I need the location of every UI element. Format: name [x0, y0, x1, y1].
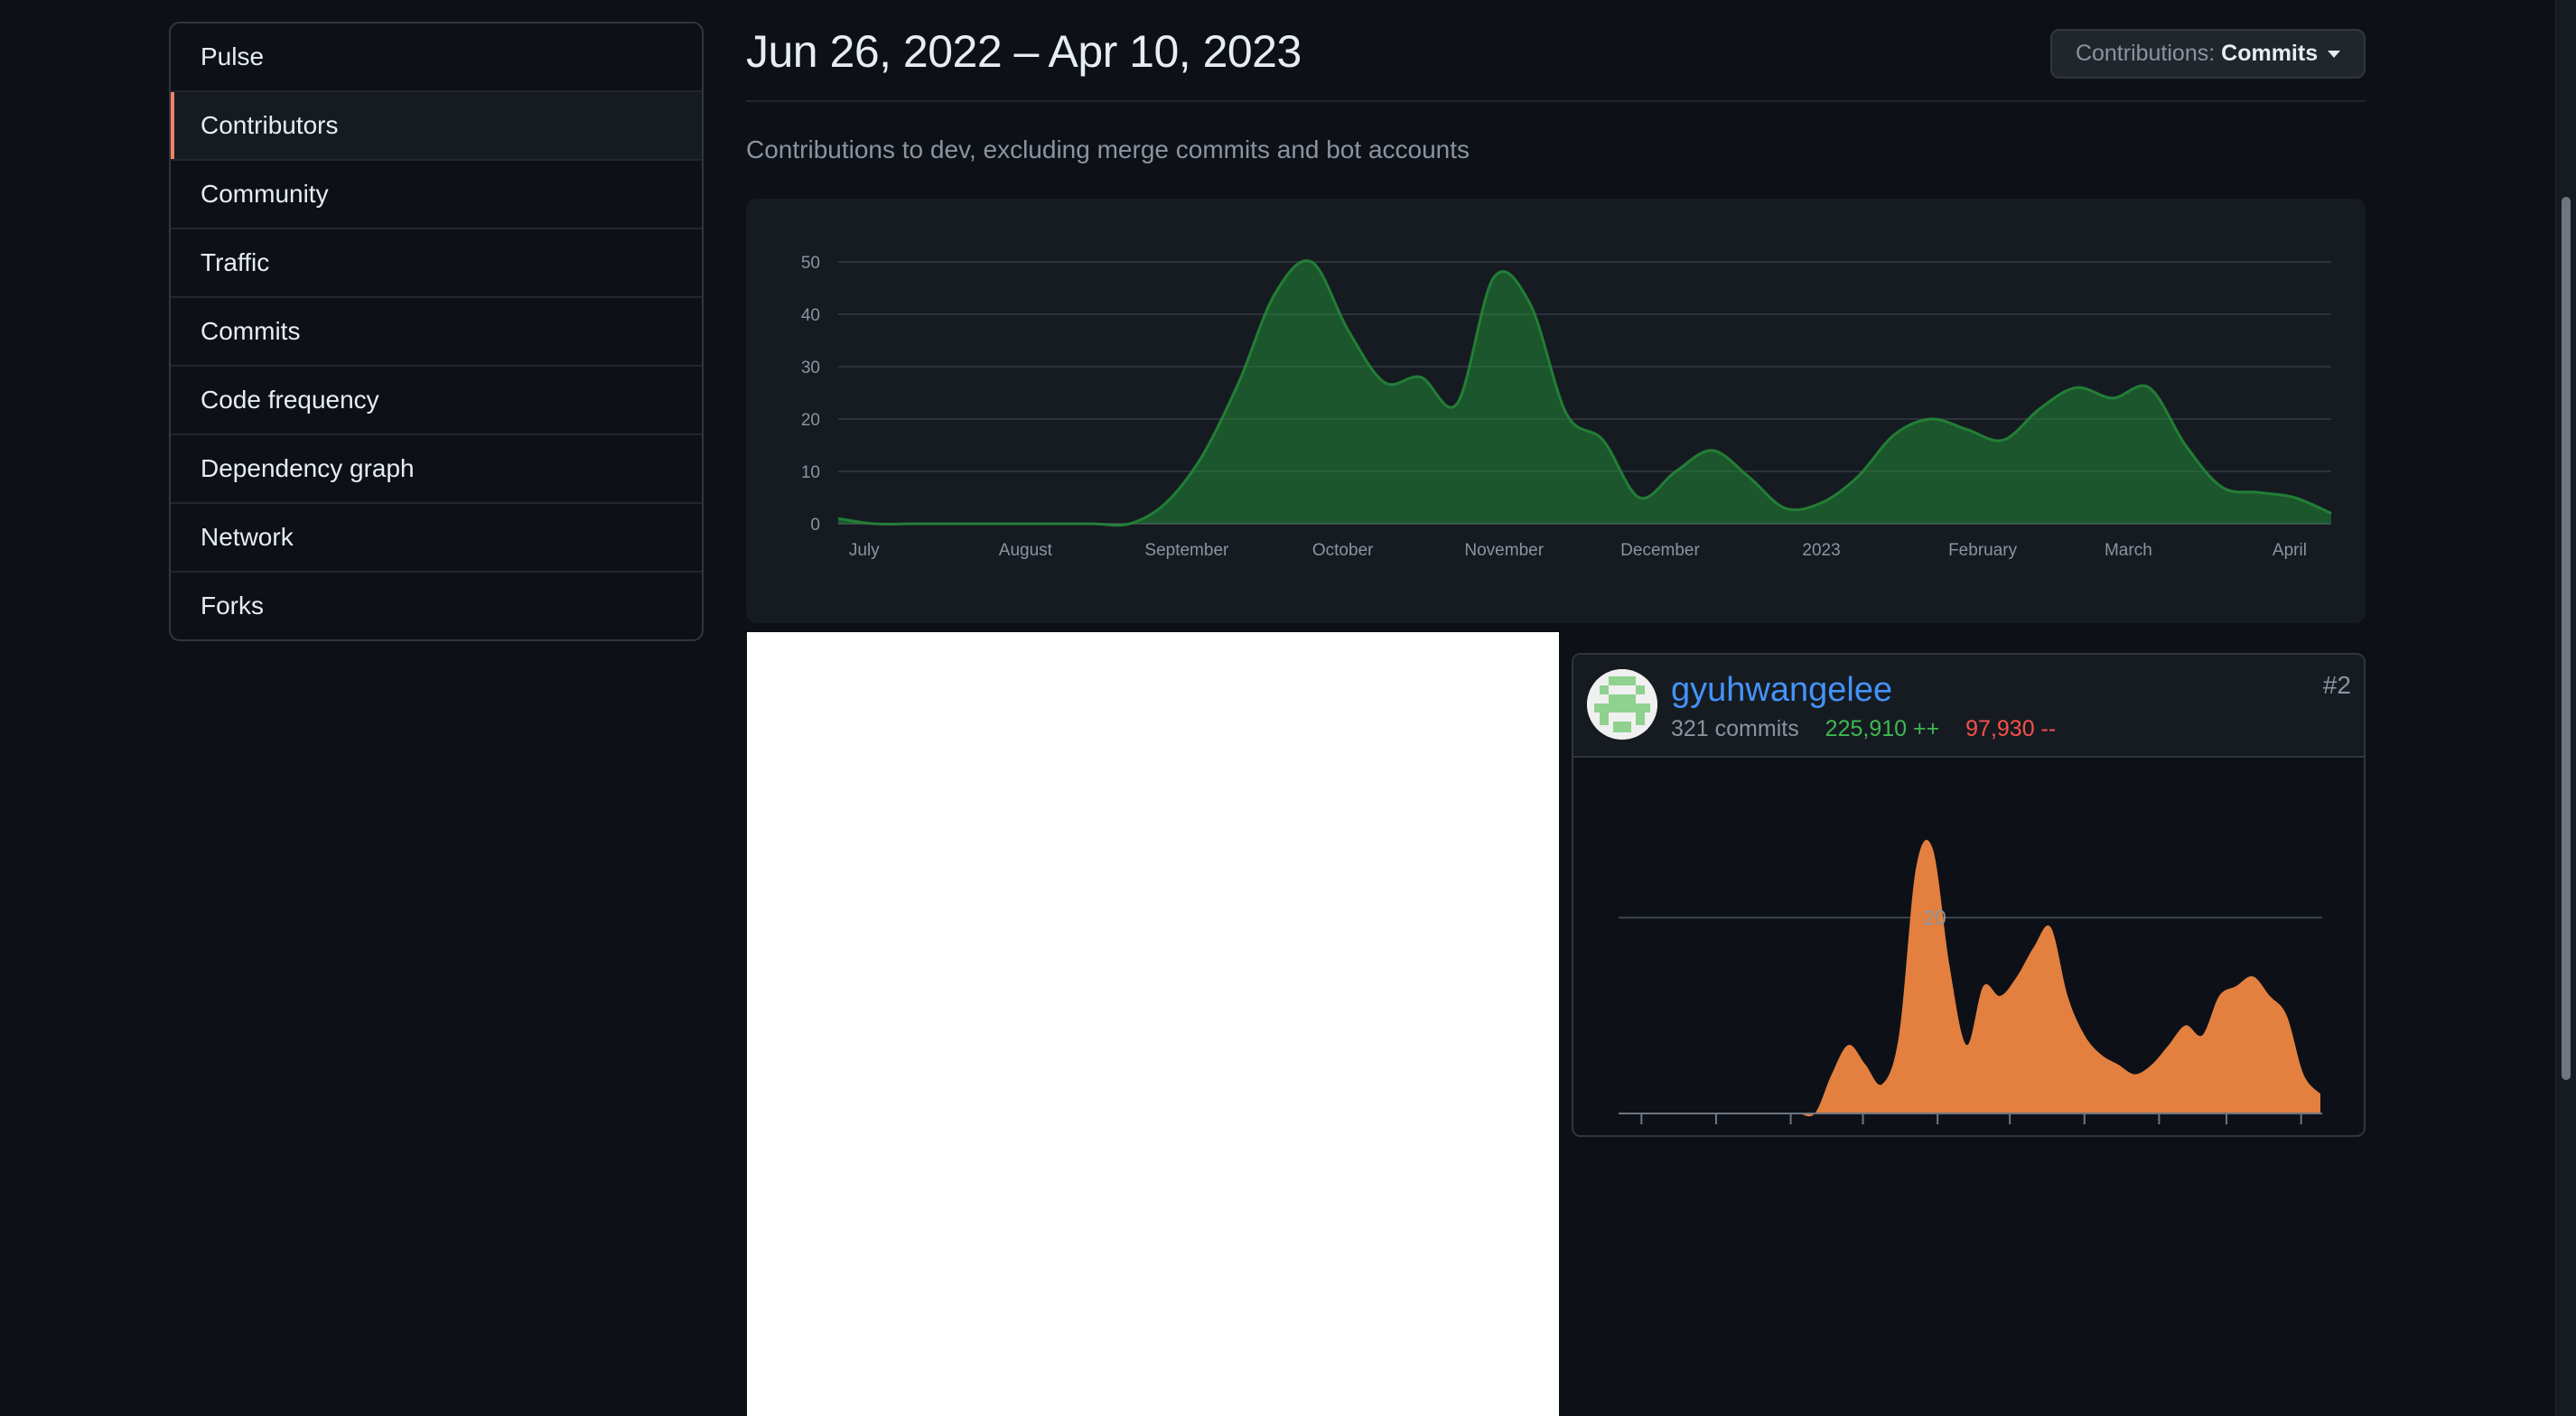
main-chart-ytick-label: 10: [801, 463, 820, 482]
main-chart-xtick-label: 2023: [1802, 541, 1840, 560]
main-chart-xtick-label: November: [1464, 541, 1544, 560]
date-range-title: Jun 26, 2022 – Apr 10, 2023: [746, 26, 1302, 77]
contributor-rank: #2: [2322, 671, 2351, 699]
dropdown-prefix: Contributions:: [2075, 41, 2222, 66]
sidebar-item-forks[interactable]: Forks: [201, 592, 264, 620]
dropdown-value: Commits: [2221, 41, 2319, 66]
card-chart-xtick-label: 2023: [2061, 1132, 2107, 1137]
main-chart-xtick-label: March: [2105, 541, 2152, 560]
sidebar-item-code-frequency[interactable]: Code frequency: [171, 367, 702, 435]
sidebar-item-commits[interactable]: Commits: [171, 298, 702, 367]
contributions-subtitle: Contributions to dev, excluding merge co…: [746, 135, 1470, 163]
card-chart-xtick-label: October: [1826, 1132, 1900, 1137]
main-chart-area: [838, 260, 2331, 526]
contributor-card: gyuhwangelee 321 commits 225,910 ++ 97,9…: [1572, 653, 2366, 1137]
card-chart-gridline-label: 20: [1923, 906, 1946, 929]
contributor-username-link[interactable]: gyuhwangelee: [1671, 671, 1893, 709]
main-chart-xtick-label: February: [1948, 541, 2018, 560]
main-chart-xtick-label: December: [1620, 541, 1700, 560]
main-chart-xtick-label: September: [1144, 541, 1229, 560]
identicon-icon: [1587, 669, 1657, 740]
sidebar-item-traffic[interactable]: Traffic: [171, 229, 702, 298]
main-chart-xtick-label: July: [849, 541, 880, 560]
contributor-commits-chart[interactable]: 20 July October 2023 April: [1573, 759, 2366, 1137]
additions-count: 225,910 ++: [1825, 716, 1940, 741]
main-chart-ytick-label: 30: [801, 359, 820, 377]
sidebar-item-pulse[interactable]: Pulse: [171, 23, 702, 92]
contributions-type-dropdown[interactable]: Contributions: Commits: [2050, 29, 2366, 79]
avatar[interactable]: [1587, 669, 1657, 740]
card-chart-area: [1629, 840, 2320, 1117]
card-chart-xtick-label: April: [2281, 1132, 2322, 1137]
contributor-card-header: gyuhwangelee 321 commits 225,910 ++ 97,9…: [1573, 655, 2364, 758]
main-chart-line: [837, 259, 2332, 527]
contributor-stats: 321 commits 225,910 ++ 97,930 --: [1671, 716, 2056, 742]
sidebar-item-network[interactable]: Network: [171, 504, 702, 573]
main-chart-ytick-label: 50: [801, 254, 820, 273]
commits-over-time-chart[interactable]: 0 10 20 30 40 50 July August September October Nov…: [746, 199, 2366, 623]
main-chart-ytick-label: 0: [810, 516, 820, 535]
main-chart-ytick-label: 40: [801, 306, 820, 325]
scrollbar-thumb[interactable]: [2562, 197, 2571, 1080]
commit-count-link[interactable]: 321 commits: [1671, 716, 1799, 741]
header-divider: [746, 100, 2366, 102]
commits-area-chart-svg: 0 10 20 30 40 50 July August September October Nov…: [801, 254, 2332, 560]
main-chart-xtick-label: October: [1312, 541, 1374, 560]
card-chart-xtick-label: July: [1623, 1132, 1660, 1137]
deletions-count: 97,930 --: [1965, 716, 2057, 741]
insights-sidebar: Pulse Contributors Community Traffic Commits…: [169, 22, 704, 641]
main-chart-xtick-label: August: [999, 541, 1053, 560]
sidebar-item-dependency-graph[interactable]: Dependency graph: [171, 435, 702, 504]
blank-contributor-panel: [747, 632, 1559, 1416]
caret-down-icon: [2328, 51, 2341, 59]
main-chart-ytick-label: 20: [801, 411, 820, 430]
sidebar-item-community[interactable]: Community: [171, 161, 702, 229]
sidebar-item-contributors[interactable]: Contributors: [171, 92, 702, 161]
main-chart-xtick-label: April: [2273, 541, 2307, 560]
